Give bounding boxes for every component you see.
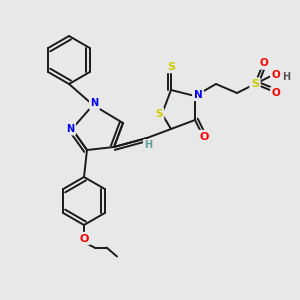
Text: O: O xyxy=(272,70,280,80)
Text: H: H xyxy=(282,71,291,82)
Text: O: O xyxy=(272,88,280,98)
Text: N: N xyxy=(66,124,75,134)
Text: O: O xyxy=(79,233,89,244)
Text: N: N xyxy=(194,89,202,100)
Text: N: N xyxy=(90,98,99,109)
Text: S: S xyxy=(167,61,175,72)
Text: S: S xyxy=(155,109,163,119)
Text: S: S xyxy=(251,79,259,89)
Text: H: H xyxy=(144,140,153,151)
Text: O: O xyxy=(199,131,209,142)
Text: O: O xyxy=(260,58,268,68)
